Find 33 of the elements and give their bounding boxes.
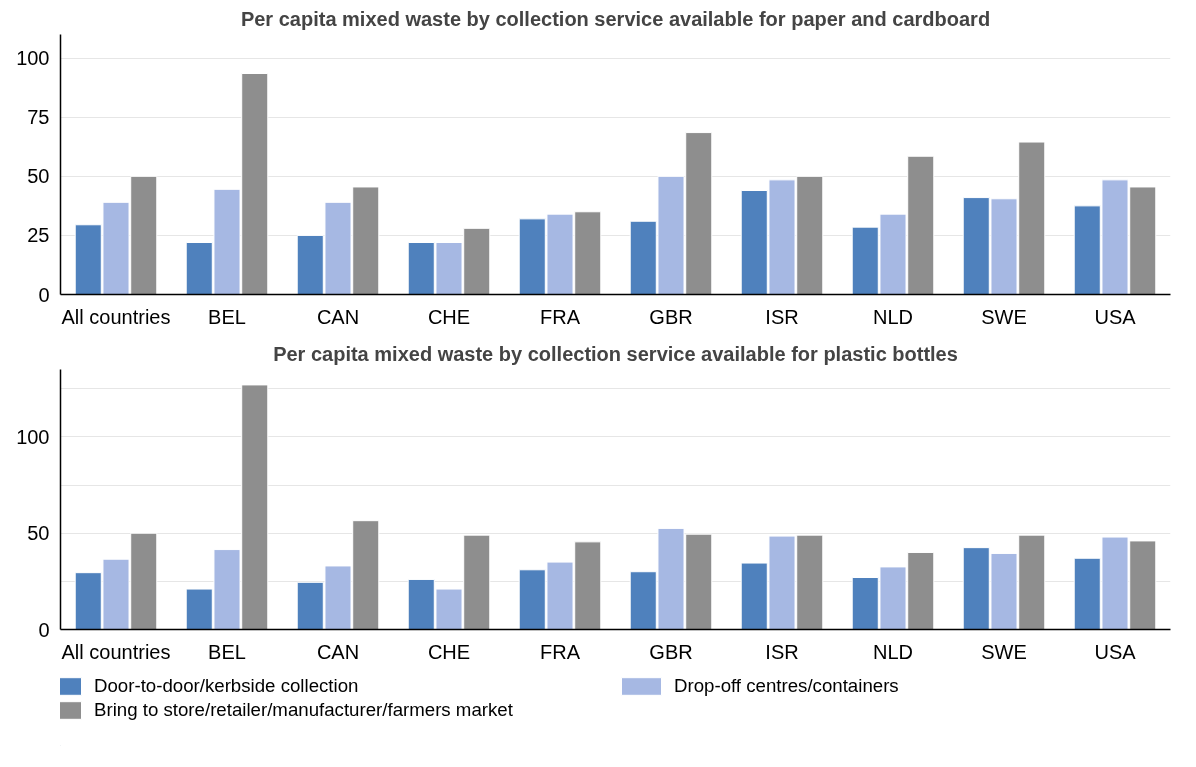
x-tick-label: USA (1094, 305, 1137, 328)
x-tick-label: CAN (316, 640, 360, 663)
x-tick-label: CHE (427, 640, 471, 663)
y-tick-label: 50 (27, 522, 50, 545)
x-tick-label: CAN (316, 305, 360, 328)
legend-label: Drop-off centres/containers (674, 675, 900, 697)
y-tick-label: 75 (27, 106, 50, 129)
y-tick-label: 100 (16, 425, 50, 448)
x-tick-label: GBR (649, 640, 693, 663)
legend-label: Door-to-door/kerbside collection (94, 675, 360, 697)
x-tick-label: ISR (765, 305, 799, 328)
x-tick-label: SWE (981, 640, 1027, 663)
y-tick-label: 25 (27, 224, 50, 247)
x-tick-label: USA (1094, 640, 1137, 663)
x-tick-label: FRA (540, 640, 581, 663)
x-tick-label: All countries (61, 305, 171, 328)
legend-label: Bring to store/retailer/manufacturer/farmers market (94, 699, 514, 721)
y-tick-label: 50 (27, 165, 50, 188)
x-tick-label: NLD (873, 305, 914, 328)
x-tick-label: NLD (873, 640, 914, 663)
x-tick-label: CHE (427, 305, 471, 328)
chart-title: Per capita mixed waste by collection service available for paper and cardboard (240, 7, 991, 30)
x-tick-label: FRA (540, 305, 581, 328)
y-tick-label: 0 (38, 618, 50, 641)
x-tick-label: SWE (981, 305, 1027, 328)
y-tick-label: 100 (16, 47, 50, 70)
x-tick-label: GBR (649, 305, 693, 328)
x-tick-label: All countries (61, 640, 171, 663)
x-tick-label: BEL (208, 640, 246, 663)
x-tick-label: ISR (765, 640, 799, 663)
chart-title: Per capita mixed waste by collection service available for plastic bottles (273, 342, 958, 365)
x-tick-label: BEL (208, 305, 246, 328)
y-tick-label: 0 (38, 283, 50, 306)
